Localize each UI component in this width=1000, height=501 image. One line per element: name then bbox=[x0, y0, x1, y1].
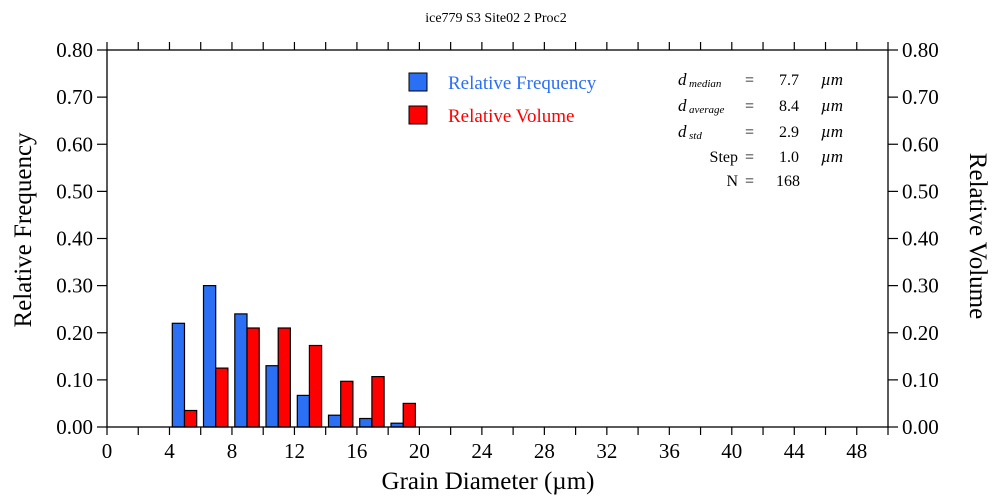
svg-text:=: = bbox=[745, 149, 754, 166]
stat-step: Step = 1.0 µm bbox=[710, 147, 844, 166]
y-tick-label: 0.80 bbox=[56, 38, 93, 62]
y-axis-left: 0.00 0.10 0.20 0.30 0.40 0.50 0.60 0.70 0.80 bbox=[56, 38, 107, 439]
x-tick-label: 32 bbox=[596, 439, 617, 463]
svg-text:median: median bbox=[689, 78, 722, 90]
svg-text:µm: µm bbox=[821, 122, 843, 141]
y2-tick-label: 0.50 bbox=[902, 179, 939, 203]
y-tick-label: 0.30 bbox=[56, 274, 93, 298]
x-tick-label: 24 bbox=[471, 439, 493, 463]
bar-volume bbox=[340, 380, 354, 428]
svg-text:2.9: 2.9 bbox=[779, 124, 799, 141]
svg-text:d: d bbox=[678, 96, 687, 115]
svg-text:7.7: 7.7 bbox=[779, 72, 799, 89]
chart-title: ice779 S3 Site02 2 Proc2 bbox=[425, 11, 567, 26]
x-tick-label: 36 bbox=[659, 439, 680, 463]
y2-tick-label: 0.80 bbox=[902, 38, 939, 62]
bar-volume bbox=[308, 344, 323, 428]
x-tick-label: 44 bbox=[784, 439, 806, 463]
svg-text:µm: µm bbox=[821, 70, 843, 89]
svg-text:=: = bbox=[745, 98, 754, 115]
svg-text:=: = bbox=[745, 72, 754, 89]
x-tick-label: 20 bbox=[409, 439, 430, 463]
y2-tick-label: 0.60 bbox=[902, 132, 939, 156]
svg-text:average: average bbox=[689, 104, 725, 116]
y-tick-label: 0.70 bbox=[56, 85, 93, 109]
y-tick-label: 0.10 bbox=[56, 368, 93, 392]
stat-median: d median = 7.7 µm bbox=[678, 70, 843, 90]
bar-volume bbox=[402, 402, 417, 428]
svg-text:N: N bbox=[726, 173, 738, 190]
y-axis-title: Relative Frequency bbox=[10, 132, 37, 328]
svg-text:1.0: 1.0 bbox=[779, 149, 799, 166]
bar-frequency bbox=[327, 414, 342, 428]
stat-std: d std = 2.9 µm bbox=[678, 122, 843, 142]
x-tick-label: 12 bbox=[284, 439, 305, 463]
svg-text:168: 168 bbox=[776, 173, 800, 190]
y2-tick-label: 0.70 bbox=[902, 85, 939, 109]
bar-volume bbox=[277, 327, 292, 428]
bars-group bbox=[171, 285, 417, 428]
y-tick-label: 0.20 bbox=[56, 321, 93, 345]
x-tick-label: 48 bbox=[846, 439, 867, 463]
svg-text:µm: µm bbox=[821, 147, 843, 166]
x-tick-label: 40 bbox=[721, 439, 742, 463]
y-axis-right: 0.00 0.10 0.20 0.30 0.40 0.50 0.60 0.70 0.80 bbox=[888, 38, 939, 439]
y-tick-label: 0.60 bbox=[56, 132, 93, 156]
legend-swatch-frequency bbox=[408, 72, 428, 92]
stat-average: d average = 8.4 µm bbox=[678, 96, 843, 116]
bar-volume bbox=[371, 376, 385, 428]
svg-text:8.4: 8.4 bbox=[779, 98, 799, 115]
bar-frequency bbox=[234, 313, 248, 428]
x-tick-label: 16 bbox=[346, 439, 367, 463]
bar-frequency bbox=[171, 322, 186, 428]
svg-text:µm: µm bbox=[821, 96, 843, 115]
y-tick-label: 0.50 bbox=[56, 179, 93, 203]
y2-tick-label: 0.20 bbox=[902, 321, 939, 345]
legend: Relative Frequency Relative Volume bbox=[408, 72, 597, 127]
legend-label-frequency: Relative Frequency bbox=[448, 73, 597, 94]
bar-volume bbox=[183, 409, 198, 428]
svg-text:d: d bbox=[678, 122, 687, 141]
x-axis-title: Grain Diameter (µm) bbox=[382, 468, 595, 495]
x-tick-label: 28 bbox=[534, 439, 555, 463]
y2-tick-label: 0.10 bbox=[902, 368, 939, 392]
bar-volume bbox=[215, 367, 229, 428]
x-tick-label: 4 bbox=[164, 439, 175, 463]
legend-label-volume: Relative Volume bbox=[448, 106, 574, 127]
legend-swatch-volume bbox=[408, 105, 428, 125]
stats-block: d median = 7.7 µm d average = 8.4 µm d s… bbox=[678, 70, 843, 190]
bar-frequency bbox=[265, 365, 279, 428]
x-axis: 0 4 8 12 16 20 24 28 32 36 40 44 48 bbox=[102, 42, 889, 463]
y-tick-label: 0.00 bbox=[56, 415, 93, 439]
y2-tick-label: 0.00 bbox=[902, 415, 939, 439]
bar-frequency bbox=[202, 285, 217, 428]
x-tick-label: 0 bbox=[102, 439, 113, 463]
bar-frequency bbox=[359, 417, 373, 428]
y2-tick-label: 0.40 bbox=[902, 227, 939, 251]
svg-text:=: = bbox=[745, 173, 754, 190]
svg-text:=: = bbox=[745, 124, 754, 141]
y2-axis-title: Relative Volume bbox=[964, 153, 991, 319]
bar-frequency bbox=[296, 394, 311, 428]
svg-text:d: d bbox=[678, 70, 687, 89]
y-tick-label: 0.40 bbox=[56, 227, 93, 251]
y2-tick-label: 0.30 bbox=[902, 274, 939, 298]
x-tick-label: 8 bbox=[227, 439, 238, 463]
svg-text:std: std bbox=[689, 130, 702, 142]
svg-text:Step: Step bbox=[710, 149, 738, 166]
stat-n: N = 168 bbox=[726, 173, 800, 190]
bar-volume bbox=[246, 327, 260, 428]
